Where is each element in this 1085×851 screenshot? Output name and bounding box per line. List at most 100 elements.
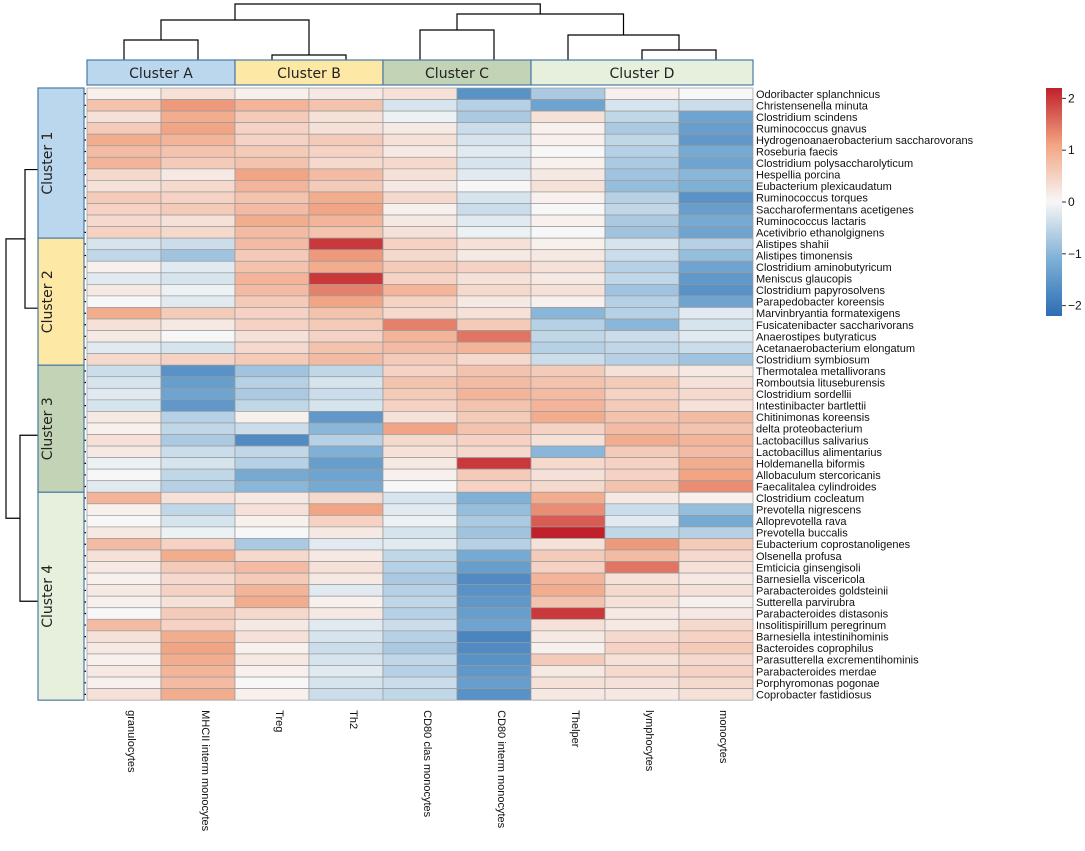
heatmap-cell <box>382 387 458 401</box>
heatmap-cell <box>530 445 606 458</box>
heatmap-cell <box>678 584 754 597</box>
row-label: Ruminococcus torques <box>756 193 868 205</box>
heatmap-cell <box>234 387 310 401</box>
heatmap-cell <box>160 307 236 320</box>
heatmap-cell <box>604 214 680 227</box>
row-label: Acetivibrio ethanolgignens <box>756 227 885 239</box>
heatmap-cell <box>530 191 606 204</box>
heatmap-cell <box>234 330 310 343</box>
heatmap-cell <box>382 318 458 331</box>
column-labels: granulocytes MHCII interm monocytes Treg Th… <box>125 710 729 832</box>
heatmap-cell <box>308 214 384 227</box>
row-cluster-label: Cluster 1 <box>40 132 56 195</box>
heatmap-cell <box>604 630 680 643</box>
heatmap-cell <box>86 133 162 147</box>
heatmap-cell <box>382 260 458 274</box>
heatmap-cells <box>86 87 754 701</box>
heatmap-cell <box>382 180 458 193</box>
heatmap-cell <box>160 260 236 274</box>
heatmap-cell <box>160 284 236 297</box>
heatmap-cell <box>308 226 384 239</box>
heatmap-cell <box>678 99 754 112</box>
heatmap-cell <box>308 387 384 401</box>
row-cluster-band <box>37 87 85 239</box>
heatmap-cell <box>530 468 606 482</box>
heatmap-cell <box>456 480 532 493</box>
row-label: Anaerostipes butyraticus <box>756 331 877 343</box>
heatmap-cell <box>160 376 236 389</box>
heatmap-cell <box>604 445 680 458</box>
heatmap-cell <box>308 618 384 632</box>
heatmap-cell <box>382 99 458 112</box>
heatmap-cell <box>86 145 162 158</box>
heatmap-cell <box>604 561 680 574</box>
heatmap-cell <box>678 330 754 343</box>
heatmap-cell <box>86 226 162 239</box>
heatmap-cell <box>160 399 236 412</box>
heatmap-cell <box>308 260 384 274</box>
heatmap-cell <box>604 318 680 331</box>
row-label: delta proteobacterium <box>756 424 862 436</box>
heatmap-cell <box>456 653 532 666</box>
row-label: Lactobacillus alimentarius <box>756 447 882 459</box>
heatmap-cell <box>678 260 754 274</box>
row-label: Clostridium polysaccharolyticum <box>756 158 913 170</box>
heatmap-cell <box>604 237 680 251</box>
heatmap-cell <box>86 434 162 447</box>
heatmap-cell <box>86 272 162 285</box>
heatmap-cell <box>86 122 162 135</box>
heatmap-cell <box>308 584 384 597</box>
heatmap-cell <box>678 676 754 689</box>
heatmap-cell <box>308 538 384 551</box>
heatmap-cell <box>604 618 680 632</box>
heatmap-cell <box>382 133 458 147</box>
heatmap-cell <box>86 156 162 170</box>
heatmap-cell <box>234 168 310 181</box>
heatmap-cell <box>678 168 754 181</box>
heatmap-cell <box>382 618 458 632</box>
heatmap-cell <box>604 584 680 597</box>
heatmap-cell <box>678 214 754 227</box>
column-cluster-band <box>234 59 384 86</box>
heatmap-cell <box>678 249 754 262</box>
heatmap-cell <box>234 284 310 297</box>
heatmap-cell <box>160 191 236 204</box>
row-label: Parabacteroides goldsteinii <box>756 585 888 597</box>
heatmap-cell <box>530 237 606 251</box>
heatmap-cell <box>160 480 236 493</box>
heatmap-cell <box>604 376 680 389</box>
heatmap-cell <box>530 665 606 678</box>
column-cluster-label: Cluster A <box>129 66 193 82</box>
row-label: Intestinibacter bartlettii <box>756 401 866 413</box>
heatmap-cell <box>382 468 458 482</box>
heatmap-cell <box>382 330 458 343</box>
row-label: Roseburia faecis <box>756 147 838 159</box>
heatmap-cell <box>604 572 680 585</box>
row-label: Barnesiella viscericola <box>756 574 866 586</box>
heatmap-cell <box>160 561 236 574</box>
heatmap-cell <box>456 226 532 239</box>
column-label: CD80 clas monocytes <box>421 710 433 817</box>
heatmap-cell <box>530 353 606 366</box>
column-cluster-label: Cluster B <box>277 66 341 82</box>
heatmap-cell <box>678 364 754 378</box>
heatmap-cell <box>382 607 458 620</box>
heatmap-cell <box>530 284 606 297</box>
column-label: CD80 interm monocytes <box>495 710 507 828</box>
heatmap-cell <box>308 376 384 389</box>
heatmap-cell <box>678 491 754 505</box>
heatmap-cell <box>86 399 162 412</box>
heatmap-cell <box>308 341 384 355</box>
heatmap-cell <box>86 457 162 470</box>
heatmap-cell <box>530 318 606 331</box>
heatmap-cell <box>160 353 236 366</box>
heatmap-cell <box>456 434 532 447</box>
row-label: Ruminococcus lactaris <box>756 216 867 228</box>
heatmap-cell <box>308 434 384 447</box>
heatmap-cell <box>678 376 754 389</box>
heatmap-cell <box>530 676 606 689</box>
heatmap-cell <box>604 642 680 655</box>
heatmap-cell <box>456 260 532 274</box>
heatmap-cell <box>456 168 532 181</box>
row-label: Clostridium symbiosum <box>756 354 870 366</box>
